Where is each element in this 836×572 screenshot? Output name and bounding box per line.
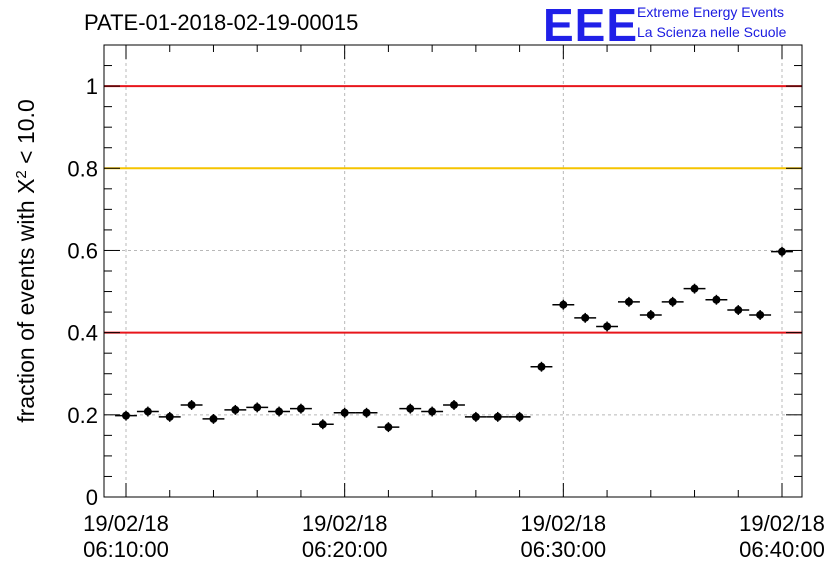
point-marker: [471, 412, 480, 421]
y-tick-label: 0.2: [67, 403, 98, 428]
x-tick-label-date: 19/02/18: [521, 511, 607, 536]
point-marker: [122, 411, 130, 420]
data-point: [180, 400, 203, 410]
data-point: [246, 402, 269, 413]
data-point: [377, 422, 400, 433]
data-point: [618, 296, 640, 307]
data-point: [574, 312, 597, 323]
y-axis-label: fraction of events with X2 < 10.0: [13, 99, 40, 423]
x-tick-label-time: 06:10:00: [83, 537, 169, 562]
point-marker: [778, 247, 786, 256]
point-marker: [581, 313, 590, 322]
y-tick-label: 0.6: [67, 238, 98, 263]
x-tick-label-date: 19/02/18: [302, 511, 388, 536]
point-marker: [384, 423, 393, 432]
point-marker: [515, 412, 524, 421]
point-marker: [734, 306, 743, 315]
data-point: [158, 411, 181, 422]
point-marker: [428, 407, 437, 416]
point-marker: [275, 407, 284, 416]
data-point: [683, 283, 706, 294]
point-marker: [143, 407, 152, 416]
data-point: [333, 407, 356, 418]
point-marker: [209, 414, 218, 423]
chart-title: PATE-01-2018-02-19-00015: [84, 10, 359, 35]
x-tick-label-time: 06:30:00: [521, 537, 607, 562]
data-point: [552, 299, 575, 310]
data-point: [290, 403, 312, 414]
y-tick-label: 0.8: [67, 156, 98, 181]
data-point: [224, 404, 247, 415]
point-marker: [362, 408, 371, 417]
x-tick-label-date: 19/02/18: [83, 511, 169, 536]
data-point: [727, 305, 750, 315]
point-marker: [624, 297, 633, 306]
data-point: [268, 406, 290, 417]
point-marker: [559, 300, 568, 309]
point-marker: [318, 420, 327, 429]
point-marker: [756, 310, 765, 319]
x-tick-label-date: 19/02/18: [739, 511, 825, 536]
y-tick-label: 1: [86, 74, 98, 99]
data-point: [486, 411, 509, 422]
point-marker: [646, 310, 655, 319]
point-marker: [690, 284, 699, 293]
point-marker: [340, 408, 349, 417]
logo-mark: EEE: [543, 0, 639, 51]
y-tick-label: 0.4: [67, 321, 98, 346]
data-point: [639, 310, 662, 320]
y-tick-label: 0: [86, 485, 98, 510]
x-tick-label-time: 06:20:00: [302, 537, 388, 562]
point-marker: [712, 295, 721, 304]
data-point: [311, 419, 334, 430]
logo-line-2: La Scienza nelle Scuole: [637, 24, 787, 40]
data-point: [202, 413, 225, 424]
data-point: [421, 406, 444, 417]
point-marker: [603, 322, 612, 331]
point-marker: [406, 404, 415, 413]
point-marker: [668, 297, 677, 306]
data-point: [115, 410, 137, 421]
logo-line-1: Extreme Energy Events: [637, 4, 785, 20]
point-marker: [187, 400, 196, 409]
point-marker: [296, 404, 305, 413]
data-point: [596, 321, 618, 332]
x-tick-label-time: 06:40:00: [739, 537, 825, 562]
data-point: [464, 411, 487, 422]
data-point: [355, 407, 378, 418]
data-point: [443, 400, 465, 410]
point-marker: [537, 362, 546, 371]
data-point: [749, 310, 772, 320]
data-point: [399, 403, 422, 414]
point-marker: [165, 412, 174, 421]
point-marker: [450, 400, 458, 409]
data-point: [136, 406, 159, 417]
data-point: [530, 361, 553, 372]
data-point: [705, 294, 728, 305]
data-point: [771, 246, 793, 257]
data-point: [661, 296, 684, 307]
data-point: [508, 411, 531, 422]
point-marker: [253, 403, 262, 412]
plot-frame: [103, 44, 803, 498]
point-marker: [493, 412, 502, 421]
point-marker: [231, 405, 240, 414]
